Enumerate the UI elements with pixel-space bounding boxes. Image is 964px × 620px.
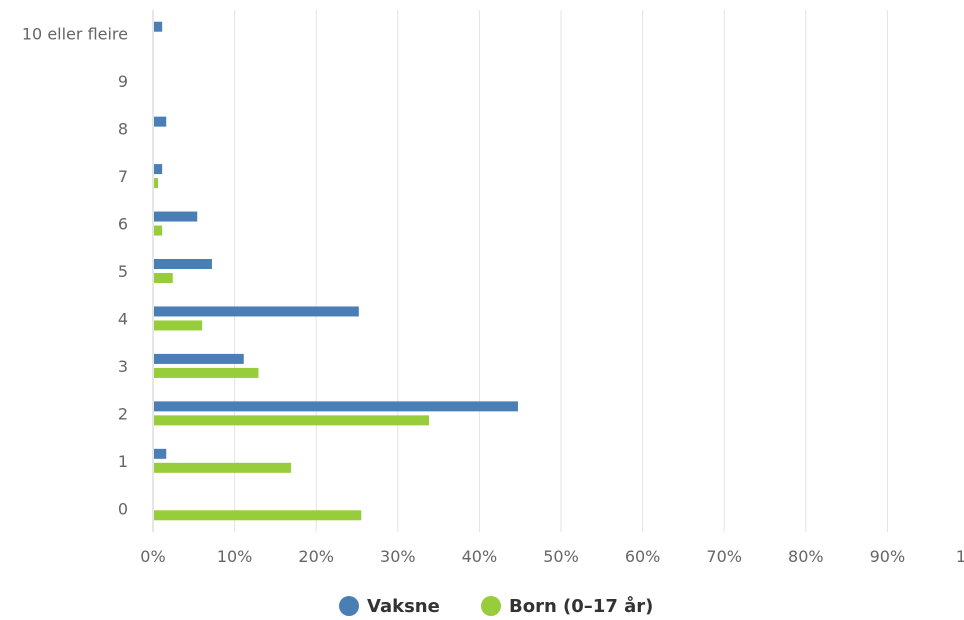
y-tick-label: 8: [118, 120, 128, 139]
bar-vaksne: [154, 401, 518, 412]
bar-born: [154, 225, 163, 236]
bar-born: [154, 320, 203, 331]
y-tick-label: 0: [118, 499, 128, 518]
bar-vaksne: [154, 306, 359, 317]
x-tick-label: 0%: [140, 547, 165, 566]
x-tick-label: 60%: [625, 547, 661, 566]
x-tick-label: 30%: [380, 547, 416, 566]
legend-item-born[interactable]: Born (0–17 år): [481, 595, 653, 617]
y-tick-label: 4: [118, 309, 128, 328]
legend: Vaksne Born (0–17 år): [339, 595, 653, 617]
y-tick-label: 5: [118, 262, 128, 281]
legend-label-vaksne: Vaksne: [367, 596, 440, 617]
x-tick-label: 70%: [706, 547, 742, 566]
y-tick-label: 6: [118, 215, 128, 234]
x-tick-label: 20%: [298, 547, 334, 566]
y-tick-label: 10 eller fleire: [22, 25, 128, 44]
bar-born: [154, 415, 429, 426]
bar-vaksne: [154, 259, 212, 269]
gridlines: [234, 10, 888, 532]
legend-marker-born: [481, 596, 501, 616]
legend-marker-vaksne: [339, 596, 359, 616]
x-tick-label: 80%: [788, 547, 824, 566]
y-tick-label: 9: [118, 72, 128, 91]
legend-item-vaksne[interactable]: Vaksne: [339, 596, 440, 617]
x-tick-label: 40%: [462, 547, 498, 566]
bar-vaksne: [154, 164, 163, 175]
y-tick-label: 2: [118, 404, 128, 423]
x-tick-label: 1…: [956, 547, 964, 566]
y-tick-labels: 10 eller fleire 9 8 7 6 5 4 3 2 1 0: [22, 25, 128, 519]
x-tick-label: 50%: [543, 547, 579, 566]
y-tick-label: 7: [118, 167, 128, 186]
bar-vaksne: [154, 21, 163, 32]
bars: [154, 21, 518, 521]
y-tick-label: 1: [118, 452, 128, 471]
x-tick-labels: 0% 10% 20% 30% 40% 50% 60% 70% 80% 90% 1…: [140, 547, 964, 566]
x-tick-label: 90%: [870, 547, 906, 566]
x-tick-label: 10%: [217, 547, 253, 566]
bar-vaksne: [154, 353, 244, 364]
bar-born: [154, 367, 259, 378]
bar-born: [154, 462, 292, 473]
y-tick-label: 3: [118, 357, 128, 376]
bar-vaksne: [154, 448, 167, 459]
legend-label-born: Born (0–17 år): [509, 595, 653, 617]
bar-born: [154, 510, 362, 521]
bar-vaksne: [154, 116, 167, 127]
bar-born: [154, 178, 159, 189]
bar-born: [154, 273, 173, 283]
bar-vaksne: [154, 211, 198, 222]
